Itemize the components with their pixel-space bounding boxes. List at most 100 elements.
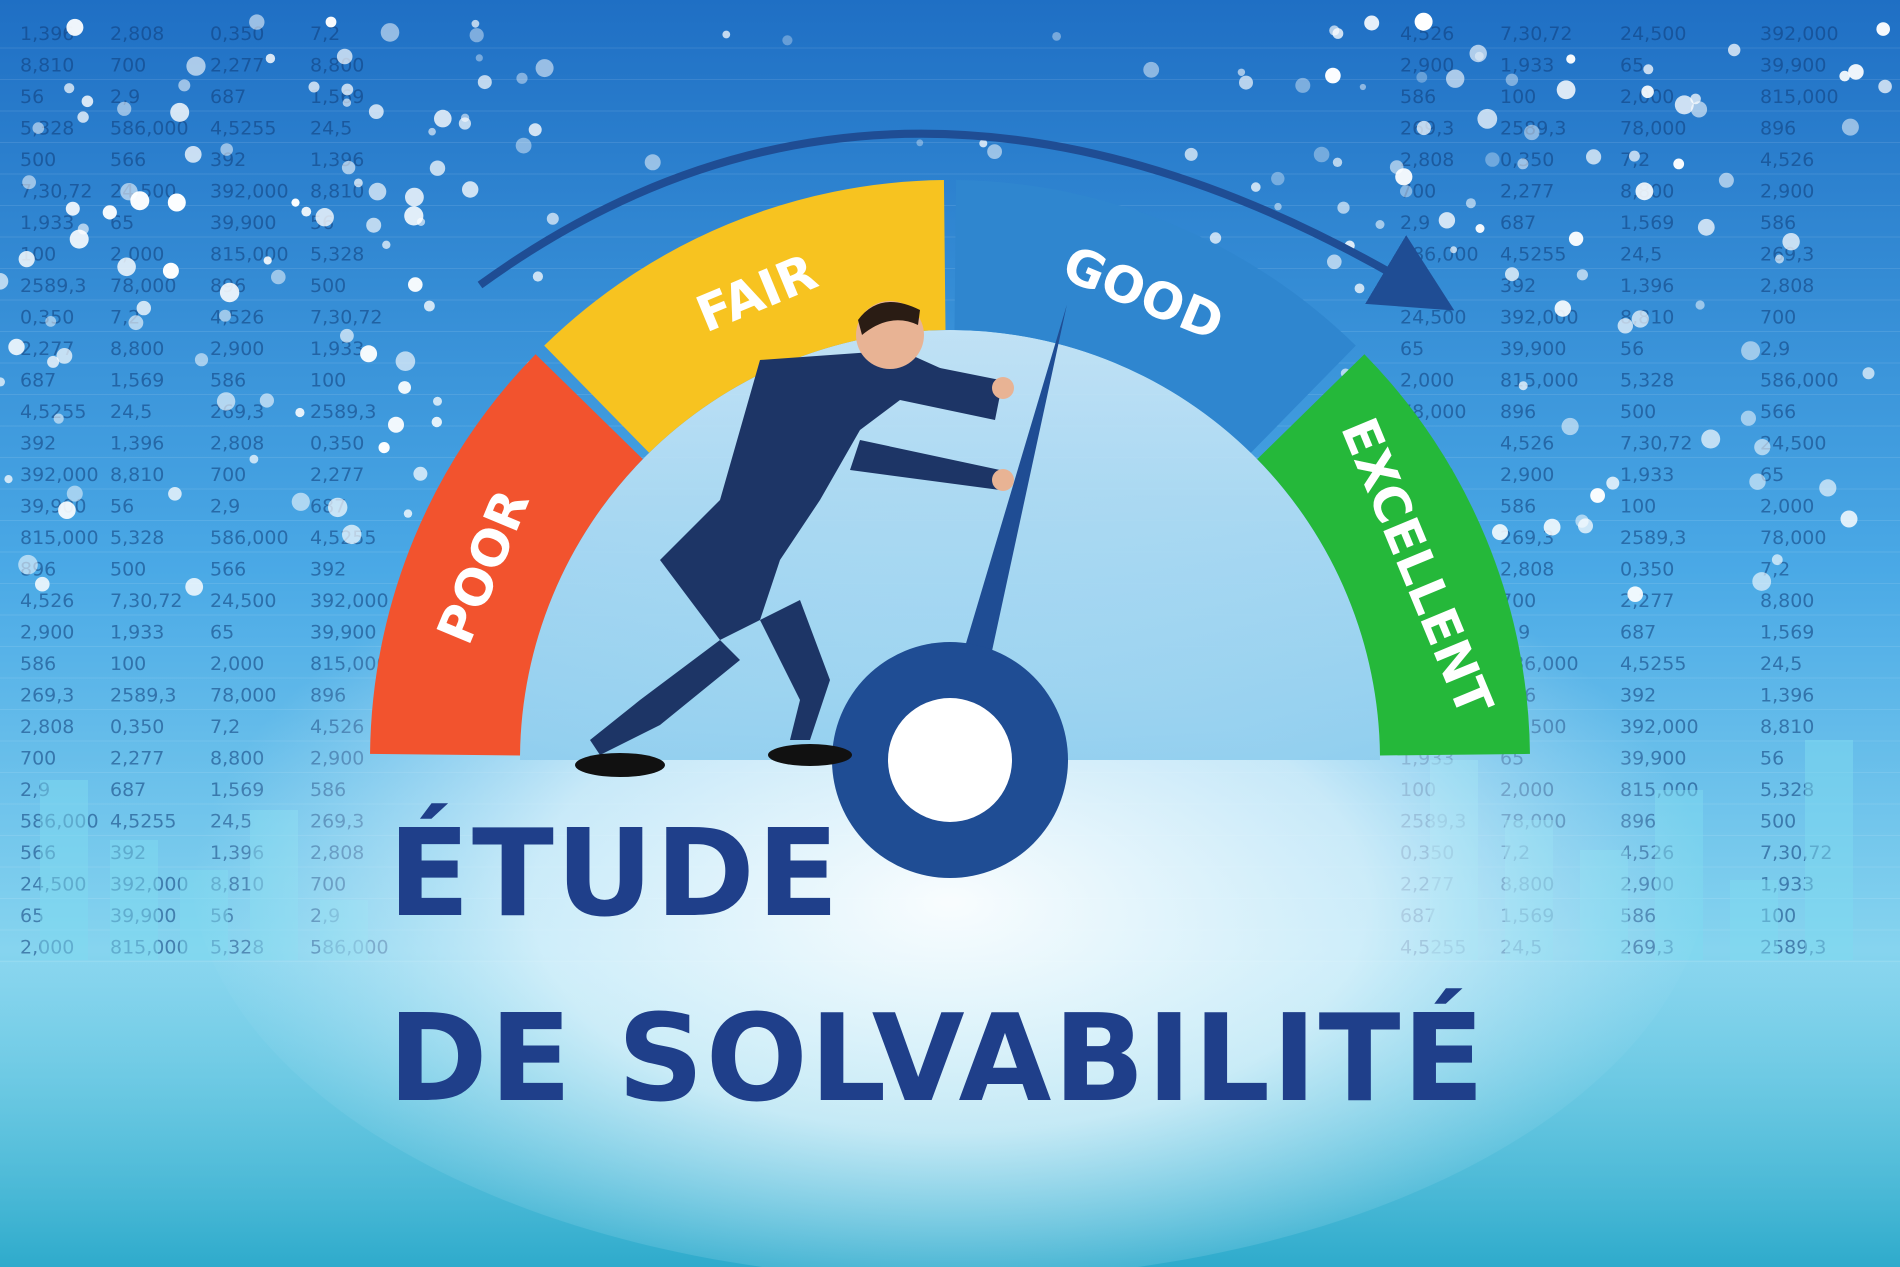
spreadsheet-number: 2,900 bbox=[1500, 464, 1554, 486]
data-dot bbox=[1271, 171, 1285, 186]
title-line-2: DE SOLVABILITÉ bbox=[388, 990, 1487, 1129]
spreadsheet-number: 24,5 bbox=[310, 118, 352, 140]
spreadsheet-number: 100 bbox=[1620, 496, 1656, 518]
data-dot bbox=[18, 554, 38, 575]
data-dot bbox=[1701, 429, 1721, 449]
data-dot bbox=[1752, 572, 1772, 591]
data-dot bbox=[81, 95, 94, 108]
spreadsheet-number: 65 bbox=[110, 212, 134, 234]
data-dot bbox=[249, 14, 265, 30]
spreadsheet-number: 2589,3 bbox=[1620, 527, 1686, 549]
businessman-icon bbox=[575, 301, 1014, 777]
data-dot bbox=[360, 345, 378, 363]
data-dot bbox=[1517, 158, 1529, 170]
spreadsheet-number: 0,350 bbox=[110, 716, 164, 738]
spreadsheet-number: 2,000 bbox=[210, 653, 264, 675]
data-dot bbox=[1819, 479, 1837, 497]
spreadsheet-number: 56 bbox=[110, 496, 134, 518]
data-dot bbox=[1237, 68, 1246, 77]
spreadsheet-number: 24,5 bbox=[110, 401, 152, 423]
spreadsheet-number: 4,5255 bbox=[110, 811, 176, 833]
spreadsheet-number: 8,800 bbox=[110, 338, 164, 360]
data-dot bbox=[271, 269, 286, 285]
data-dot bbox=[1690, 101, 1708, 118]
data-dot bbox=[18, 251, 35, 268]
data-dot bbox=[546, 212, 559, 225]
figure-leg-back bbox=[590, 640, 740, 755]
data-dot bbox=[398, 381, 411, 394]
spreadsheet-number: 5,328 bbox=[1620, 370, 1674, 392]
spreadsheet-number: 24,5 bbox=[1760, 653, 1802, 675]
data-dot bbox=[1628, 150, 1640, 162]
data-dot bbox=[644, 154, 661, 171]
data-dot bbox=[295, 407, 305, 418]
spreadsheet-number: 586 bbox=[1760, 212, 1796, 234]
data-dot bbox=[431, 416, 442, 428]
data-dot bbox=[1332, 28, 1344, 39]
spreadsheet-number: 2,000 bbox=[1760, 496, 1814, 518]
figure-arm-lower bbox=[850, 440, 1000, 490]
data-dot bbox=[1465, 198, 1476, 209]
data-dot bbox=[1641, 85, 1654, 99]
data-dot bbox=[1184, 147, 1198, 161]
data-dot bbox=[45, 316, 57, 327]
spreadsheet-number: 2,277 bbox=[210, 55, 264, 77]
spreadsheet-number: 815,000 bbox=[1500, 370, 1579, 392]
data-dot bbox=[291, 492, 310, 511]
data-dot bbox=[1576, 269, 1588, 281]
spreadsheet-number: 65 bbox=[1620, 55, 1644, 77]
data-dot bbox=[366, 217, 382, 233]
spreadsheet-number: 586,000 bbox=[1760, 370, 1839, 392]
spreadsheet-number: 500 bbox=[110, 559, 146, 581]
spreadsheet-number: 2,9 bbox=[1760, 338, 1790, 360]
data-dot bbox=[291, 198, 300, 207]
data-dot bbox=[185, 578, 204, 596]
data-dot bbox=[979, 139, 988, 148]
data-dot bbox=[1313, 146, 1330, 163]
spreadsheet-number: 566 bbox=[110, 149, 146, 171]
data-dot bbox=[403, 509, 413, 518]
spreadsheet-number: 4,5255 bbox=[1620, 653, 1686, 675]
data-dot bbox=[1359, 83, 1366, 91]
data-dot bbox=[32, 122, 45, 134]
figure-shoe-back bbox=[575, 753, 665, 777]
data-dot bbox=[1400, 185, 1413, 198]
trend-arrow-icon bbox=[477, 129, 1455, 311]
data-dot bbox=[782, 35, 793, 46]
data-dot bbox=[1643, 64, 1654, 75]
data-dot bbox=[219, 282, 240, 303]
data-dot bbox=[1840, 510, 1858, 528]
spreadsheet-number: 8,810 bbox=[110, 464, 164, 486]
gauge-segment-poor bbox=[370, 354, 643, 756]
figure-torso bbox=[660, 350, 1000, 640]
spreadsheet-number: 815,000 bbox=[210, 244, 289, 266]
spreadsheet-number: 0,350 bbox=[310, 433, 364, 455]
spreadsheet-number: 7,30,72 bbox=[310, 307, 383, 329]
spreadsheet-number: 1,396 bbox=[1760, 685, 1814, 707]
data-dot bbox=[1617, 318, 1634, 334]
data-dot bbox=[1438, 212, 1456, 229]
spreadsheet-number: 2589,3 bbox=[110, 685, 176, 707]
spreadsheet-number: 2,000 bbox=[1400, 370, 1454, 392]
gauge-dial-face bbox=[520, 330, 1380, 760]
data-dot bbox=[315, 208, 334, 227]
spreadsheet-number: 24,500 bbox=[1760, 433, 1826, 455]
data-dot bbox=[1561, 417, 1579, 436]
data-dot bbox=[413, 466, 428, 481]
data-dot bbox=[1876, 22, 1890, 36]
spreadsheet-number: 7,30,72 bbox=[110, 590, 183, 612]
data-dot bbox=[416, 217, 426, 226]
spreadsheet-number: 7,30,72 bbox=[1620, 433, 1693, 455]
credit-score-gauge bbox=[370, 180, 1530, 760]
data-dot bbox=[102, 205, 117, 220]
data-dot bbox=[1327, 254, 1342, 270]
spreadsheet-number: 100 bbox=[110, 653, 146, 675]
spreadsheet-number: 100 bbox=[310, 370, 346, 392]
bar-decoration-bar bbox=[1730, 880, 1778, 960]
data-dot bbox=[1209, 232, 1222, 244]
spreadsheet-number: 8,810 bbox=[1760, 716, 1814, 738]
data-dot bbox=[47, 355, 60, 368]
spreadsheet-number: 56 bbox=[1620, 338, 1644, 360]
figure-shoe-front bbox=[768, 744, 852, 766]
data-dot bbox=[1606, 476, 1620, 490]
